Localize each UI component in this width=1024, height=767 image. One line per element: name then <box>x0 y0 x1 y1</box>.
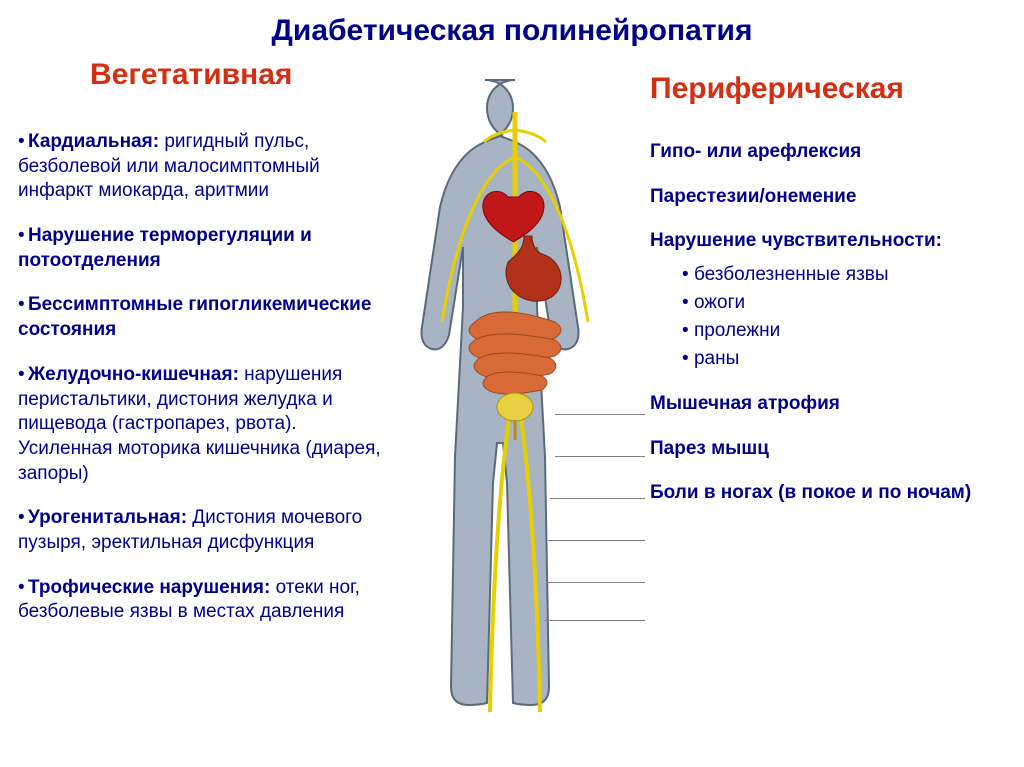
list-item: •Трофические нарушения: отеки ног, безбо… <box>18 576 388 625</box>
list-item: Парез мышц <box>650 437 1010 462</box>
main-title: Диабетическая полинейропатия <box>0 14 1024 48</box>
intestine-organ <box>469 312 561 394</box>
body-svg <box>380 72 650 762</box>
left-heading: Вегетативная <box>90 58 292 92</box>
peripheral-column: Гипо- или арефлексия Парестезии/онемение… <box>650 140 1010 526</box>
list-item: •Кардиальная: ригидный пульс, безболевой… <box>18 130 388 204</box>
leader-line <box>555 414 645 415</box>
sub-item: • пролежни <box>682 320 1010 342</box>
list-item: •Нарушение терморегуляции и потоотделени… <box>18 224 388 273</box>
leader-line <box>550 498 645 499</box>
autonomic-column: •Кардиальная: ригидный пульс, безболевой… <box>18 130 388 645</box>
list-item: •Желудочно-кишечная: нарушения перисталь… <box>18 363 388 486</box>
sub-item: • раны <box>682 348 1010 370</box>
leader-line <box>544 620 645 621</box>
leader-line <box>548 540 645 541</box>
list-item: Нарушение чувствительности: <box>650 229 1010 254</box>
bladder-organ <box>497 393 533 421</box>
nerve-branch <box>515 130 546 142</box>
list-item: Мышечная атрофия <box>650 392 1010 417</box>
list-item: Боли в ногах (в покое и по ночам) <box>650 481 1010 506</box>
leader-line <box>546 582 645 583</box>
leader-line <box>555 456 645 457</box>
list-item: •Бессимптомные гипогликемические состоян… <box>18 293 388 342</box>
right-heading: Периферическая <box>650 72 904 106</box>
human-anatomy-figure <box>380 72 650 762</box>
list-item: Парестезии/онемение <box>650 185 1010 210</box>
list-item: •Урогенитальная: Дистония мочевого пузыр… <box>18 506 388 555</box>
sub-item: • ожоги <box>682 292 1010 314</box>
sub-item: • безболезненные язвы <box>682 264 1010 286</box>
list-item: Гипо- или арефлексия <box>650 140 1010 165</box>
